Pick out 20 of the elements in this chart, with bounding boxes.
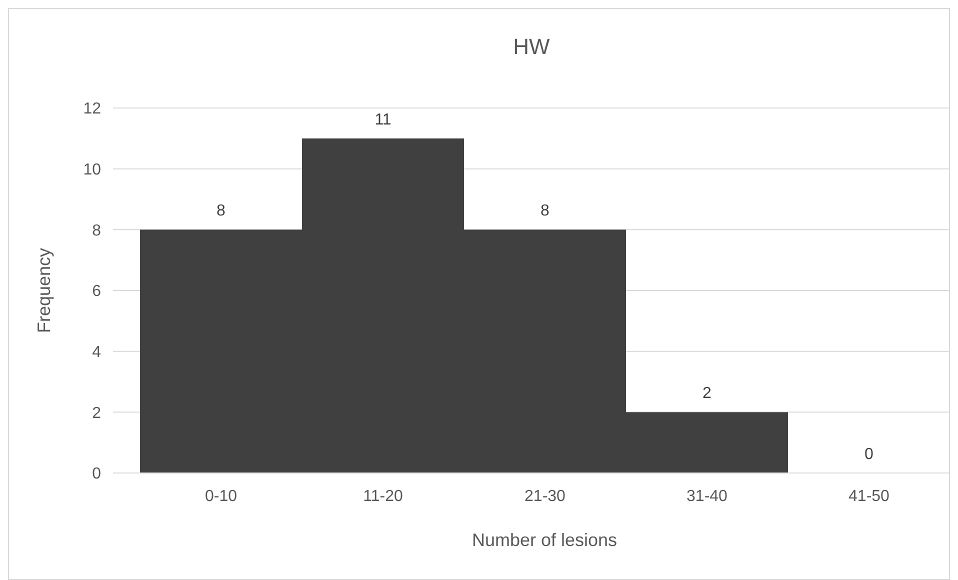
y-tick-label: 4: [92, 344, 102, 361]
y-tick-label: 12: [83, 100, 102, 118]
data-label: 0: [864, 446, 874, 463]
y-tick-label: 0: [92, 466, 102, 483]
y-tick-label: 6: [92, 283, 102, 300]
data-label: 2: [702, 385, 712, 402]
data-label: 11: [374, 111, 392, 128]
x-tick-label: 11-20: [363, 488, 403, 505]
data-label: 8: [216, 202, 226, 220]
x-tick-label: 31-40: [686, 488, 728, 505]
x-tick-label: 21-30: [524, 488, 566, 505]
data-label: 8: [540, 202, 550, 220]
y-tick-label: 8: [92, 222, 102, 240]
y-tick-label: 10: [83, 161, 102, 178]
y-axis-title: Frequency: [34, 248, 54, 334]
y-tick-label: 2: [92, 404, 102, 422]
x-axis-title: Number of lesions: [472, 530, 618, 550]
chart-title: HW: [513, 34, 550, 59]
x-tick-label: 0-10: [204, 488, 238, 505]
x-tick-label: 41-50: [848, 488, 890, 505]
